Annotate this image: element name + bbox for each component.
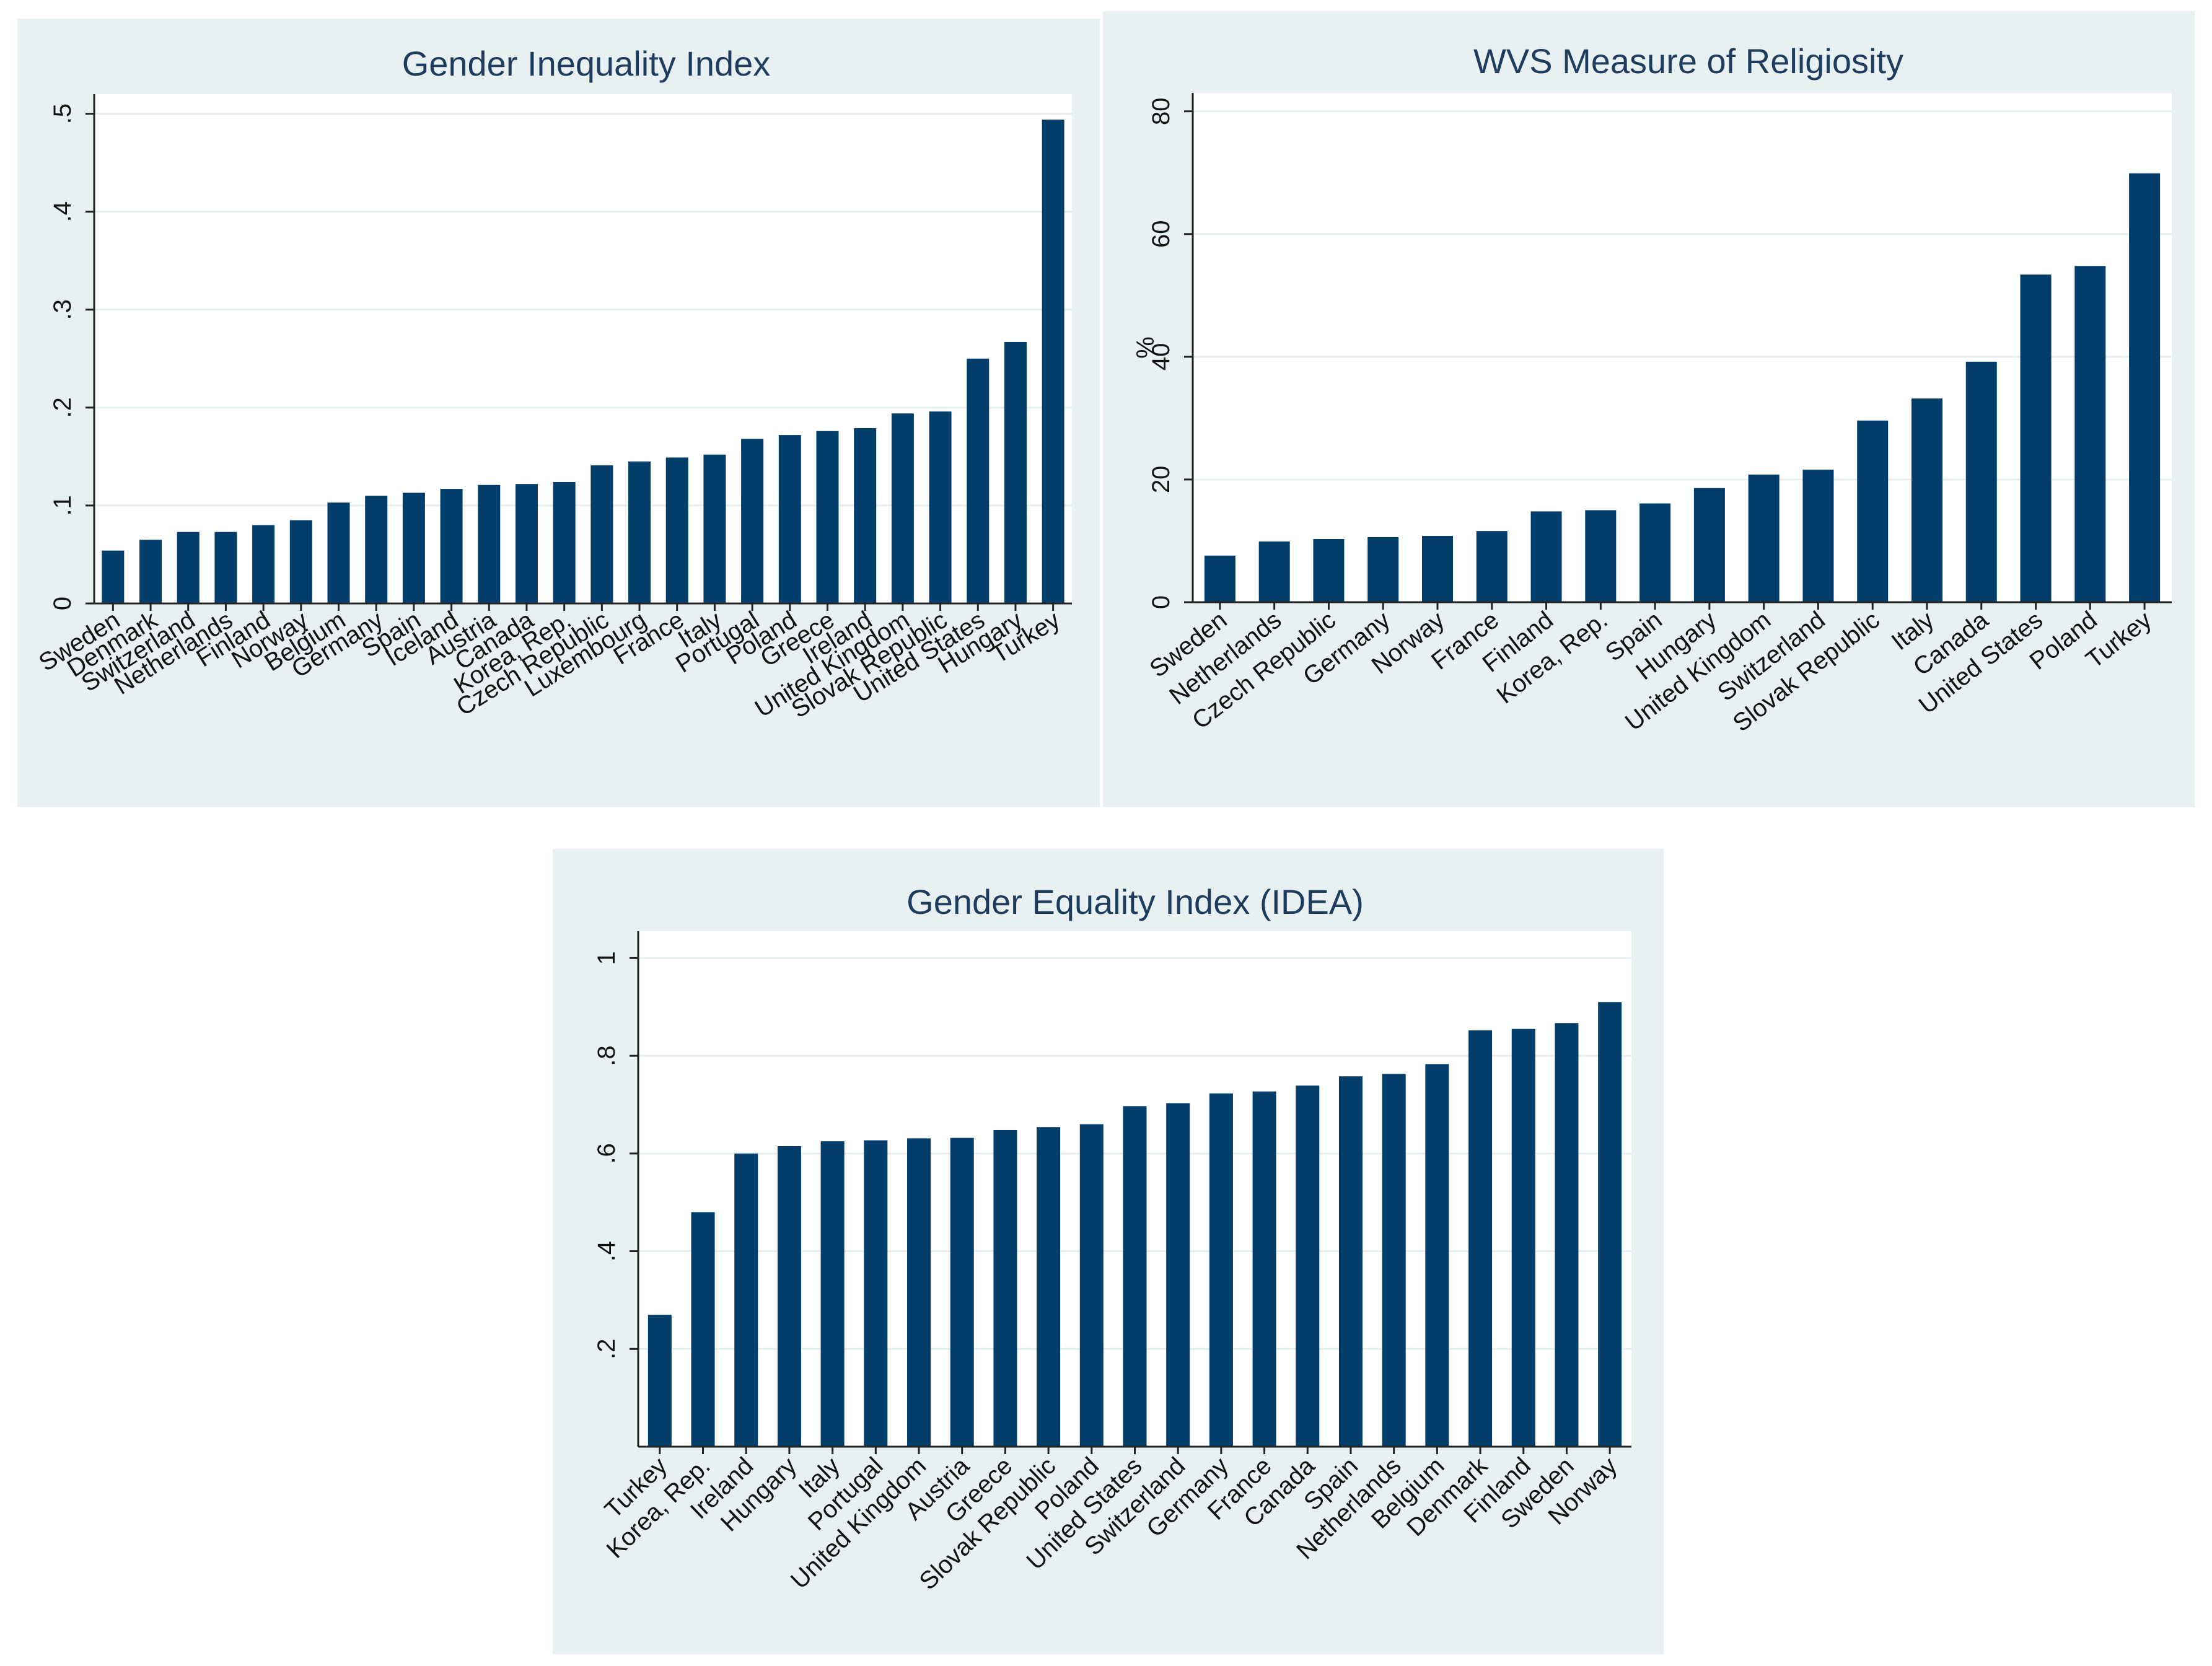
bar-germany — [1367, 537, 1399, 602]
y-tick-label: .3 — [49, 299, 76, 320]
plot-area — [1193, 93, 2172, 602]
bar-portugal — [741, 439, 764, 603]
bar-sweden — [102, 550, 125, 603]
bar-united-kingdom — [891, 413, 914, 603]
y-tick-label: .1 — [49, 495, 76, 515]
y-tick-label: .8 — [593, 1045, 620, 1066]
bar-germany — [1209, 1093, 1233, 1447]
bar-turkey — [2129, 173, 2161, 603]
y-tick-label: .5 — [49, 103, 76, 124]
bar-united-states — [1123, 1106, 1147, 1447]
bar-poland — [778, 435, 801, 603]
bar-spain — [1639, 503, 1671, 602]
bar-poland — [1079, 1124, 1104, 1447]
y-tick-label: 80 — [1148, 97, 1175, 125]
bar-ireland — [734, 1153, 758, 1447]
y-tick-label: 20 — [1148, 466, 1175, 494]
bar-netherlands — [1382, 1074, 1406, 1447]
bar-spain — [1338, 1076, 1363, 1447]
bar-korea-rep — [691, 1212, 715, 1447]
bar-hungary — [777, 1146, 801, 1447]
bar-luxembourg — [628, 461, 651, 603]
bar-slovak-republic — [1037, 1127, 1061, 1447]
bar-portugal — [864, 1140, 888, 1447]
bar-norway — [1422, 536, 1453, 602]
bar-netherlands — [214, 532, 237, 603]
y-tick-label: 1 — [593, 951, 620, 965]
bar-poland — [2074, 266, 2106, 602]
bar-france — [1476, 531, 1508, 602]
bar-norway — [1598, 1002, 1622, 1447]
bar-finland — [1530, 511, 1562, 602]
y-tick-label: .6 — [593, 1143, 620, 1164]
bar-france — [665, 457, 688, 603]
bar-sweden — [1555, 1023, 1579, 1447]
bar-denmark — [139, 540, 162, 603]
bar-czech-republic — [590, 465, 613, 603]
bar-norway — [289, 520, 312, 603]
bar-korea-rep — [553, 481, 576, 603]
bar-finland — [252, 525, 275, 603]
bar-turkey — [1042, 120, 1064, 604]
bar-switzerland — [1802, 470, 1834, 602]
bar-germany — [365, 496, 388, 603]
bar-turkey — [647, 1315, 672, 1447]
y-tick-label: 40 — [1148, 343, 1175, 371]
bar-switzerland — [177, 532, 200, 603]
y-tick-label: 0 — [49, 597, 76, 610]
bar-united-states — [967, 358, 990, 603]
bar-belgium — [1425, 1064, 1449, 1447]
bar-slovak-republic — [1857, 420, 1889, 602]
chart-gender-equality-index: Gender Equality Index (IDEA).2.4.6.81Tur… — [593, 882, 1631, 1595]
y-tick-label: .2 — [593, 1339, 620, 1359]
y-axis-label: % — [1132, 336, 1159, 359]
chart-title: WVS Measure of Religiosity — [1473, 42, 1903, 81]
bar-slovak-republic — [929, 411, 952, 603]
bar-hungary — [1004, 341, 1027, 603]
y-tick-label: 60 — [1148, 221, 1175, 248]
bar-spain — [402, 493, 425, 603]
bar-austria — [950, 1138, 974, 1447]
bar-finland — [1511, 1028, 1535, 1447]
bar-ireland — [854, 428, 877, 603]
bar-greece — [993, 1129, 1017, 1447]
y-tick-label: .4 — [593, 1241, 620, 1261]
bar-denmark — [1468, 1030, 1493, 1447]
bar-canada — [1965, 361, 1997, 602]
chart-title: Gender Inequality Index — [402, 44, 771, 83]
bar-canada — [1296, 1085, 1320, 1447]
bar-italy — [820, 1141, 845, 1447]
bar-netherlands — [1258, 541, 1290, 602]
plot-area — [94, 94, 1072, 603]
bar-switzerland — [1166, 1103, 1190, 1447]
bar-belgium — [327, 502, 350, 603]
bar-iceland — [440, 489, 463, 603]
bar-united-kingdom — [907, 1138, 931, 1447]
bar-czech-republic — [1313, 538, 1345, 602]
bar-italy — [1911, 398, 1942, 602]
bar-sweden — [1204, 555, 1235, 602]
bar-france — [1252, 1091, 1276, 1447]
y-tick-label: 0 — [1148, 595, 1175, 609]
chart-title: Gender Equality Index (IDEA) — [906, 882, 1364, 921]
bar-italy — [703, 454, 726, 603]
bar-united-states — [2020, 274, 2052, 602]
bar-korea-rep — [1585, 510, 1617, 602]
bar-hungary — [1693, 488, 1725, 602]
chart-gender-inequality-index: Gender Inequality Index0.1.2.3.4.5Sweden… — [34, 44, 1072, 724]
bar-canada — [515, 484, 538, 603]
bar-united-kingdom — [1748, 475, 1780, 602]
bar-austria — [478, 484, 501, 603]
bar-greece — [816, 431, 839, 603]
y-tick-label: .4 — [49, 201, 76, 222]
y-tick-label: .2 — [49, 397, 76, 418]
